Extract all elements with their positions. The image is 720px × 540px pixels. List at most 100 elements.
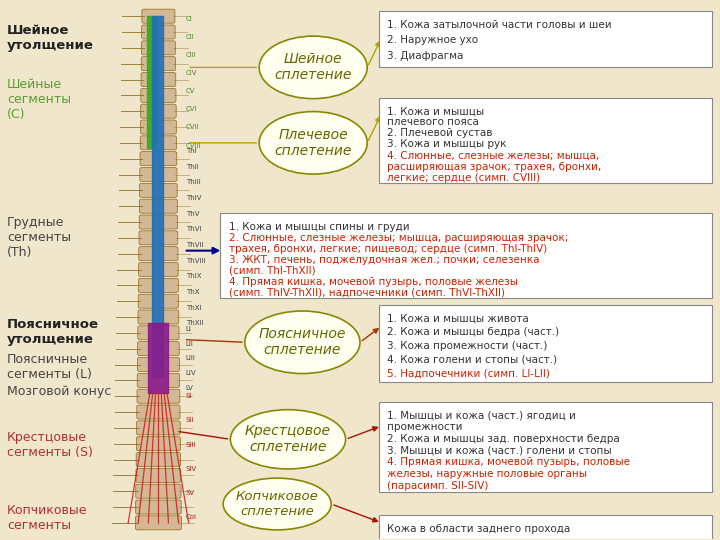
FancyBboxPatch shape [141, 89, 176, 103]
FancyBboxPatch shape [137, 405, 180, 419]
Text: плечевого пояса: плечевого пояса [387, 117, 480, 127]
FancyBboxPatch shape [138, 373, 179, 387]
FancyBboxPatch shape [138, 310, 179, 324]
Text: CVI: CVI [186, 106, 197, 112]
FancyBboxPatch shape [140, 136, 176, 150]
Text: промежности: промежности [387, 422, 463, 433]
Text: железы, наружные половые органы: железы, наружные половые органы [387, 469, 588, 479]
Ellipse shape [259, 112, 367, 174]
Text: Кожа в области заднего прохода: Кожа в области заднего прохода [387, 524, 571, 534]
Text: 3. Кожа и мышцы рук: 3. Кожа и мышцы рук [387, 139, 507, 150]
Ellipse shape [223, 478, 331, 530]
Text: 1. Кожа и мышцы спины и груди: 1. Кожа и мышцы спины и груди [229, 222, 410, 232]
Text: ThVII: ThVII [186, 242, 203, 248]
FancyBboxPatch shape [140, 120, 176, 134]
FancyBboxPatch shape [379, 11, 712, 67]
Text: Шейное
утолщение: Шейное утолщение [7, 24, 94, 52]
Text: Копчиковое
сплетение: Копчиковое сплетение [236, 490, 318, 518]
FancyBboxPatch shape [137, 421, 180, 435]
Text: CVII: CVII [186, 124, 199, 131]
FancyBboxPatch shape [136, 453, 181, 467]
Text: легкие; сердце (симп. CVIII): легкие; сердце (симп. CVIII) [387, 173, 541, 183]
Text: 4. Прямая кишка, мочевой пузырь, половые железы: 4. Прямая кишка, мочевой пузырь, половые… [229, 276, 518, 287]
Text: SIV: SIV [186, 466, 197, 472]
FancyBboxPatch shape [379, 402, 712, 491]
Text: CI: CI [186, 16, 192, 22]
FancyBboxPatch shape [141, 72, 176, 86]
Text: ThII: ThII [186, 164, 199, 170]
Text: Копчиковые
сегменты: Копчиковые сегменты [7, 504, 88, 532]
Text: SII: SII [186, 417, 194, 423]
Text: (парасимп. SII-SIV): (парасимп. SII-SIV) [387, 481, 489, 491]
Text: SI: SI [186, 393, 192, 399]
FancyBboxPatch shape [138, 262, 179, 276]
Text: Крестцовое
сплетение: Крестцовое сплетение [245, 424, 331, 454]
FancyBboxPatch shape [138, 357, 179, 372]
FancyBboxPatch shape [139, 231, 178, 245]
Text: CoI: CoI [186, 515, 197, 521]
Text: Мозговой конус: Мозговой конус [7, 386, 112, 399]
Ellipse shape [259, 36, 367, 99]
FancyBboxPatch shape [138, 278, 179, 292]
Text: 1. Мышцы и кожа (част.) ягодиц и: 1. Мышцы и кожа (част.) ягодиц и [387, 411, 576, 421]
FancyBboxPatch shape [142, 25, 175, 39]
FancyBboxPatch shape [139, 247, 178, 261]
Text: 2. Слюнные, слезные железы; мышца, расширяющая зрачок;: 2. Слюнные, слезные железы; мышца, расши… [229, 233, 568, 243]
FancyBboxPatch shape [138, 326, 179, 340]
Text: 1. Кожа и мышцы живота: 1. Кожа и мышцы живота [387, 314, 529, 323]
Text: расширяющая зрачок; трахея, бронхи,: расширяющая зрачок; трахея, бронхи, [387, 161, 602, 172]
FancyBboxPatch shape [135, 516, 181, 530]
Ellipse shape [230, 410, 346, 469]
Text: (симп. ThIV-ThXII), надпочечники (симп. ThVI-ThXII): (симп. ThIV-ThXII), надпочечники (симп. … [229, 288, 505, 298]
Text: Шейное
сплетение: Шейное сплетение [274, 52, 352, 83]
Text: ThIX: ThIX [186, 273, 202, 279]
Text: CV: CV [186, 88, 195, 94]
Text: CIV: CIV [186, 70, 197, 76]
Text: 1. Кожа затылочной части головы и шеи: 1. Кожа затылочной части головы и шеи [387, 20, 612, 30]
Text: 3. Кожа промежности (част.): 3. Кожа промежности (част.) [387, 341, 548, 351]
Text: Крестцовые
сегменты (S): Крестцовые сегменты (S) [7, 431, 93, 459]
Text: 4. Кожа голени и стопы (част.): 4. Кожа голени и стопы (част.) [387, 355, 557, 365]
FancyBboxPatch shape [379, 98, 712, 183]
FancyBboxPatch shape [135, 500, 181, 514]
Text: ThIII: ThIII [186, 179, 200, 185]
FancyBboxPatch shape [136, 437, 181, 451]
Text: CIII: CIII [186, 52, 197, 58]
FancyBboxPatch shape [140, 104, 176, 118]
Text: 2. Наружное ухо: 2. Наружное ухо [387, 36, 479, 45]
Text: LIII: LIII [186, 355, 196, 361]
FancyBboxPatch shape [141, 57, 176, 71]
Text: ThX: ThX [186, 289, 199, 295]
Text: LV: LV [186, 385, 194, 391]
Text: Грудные
сегменты
(Th): Грудные сегменты (Th) [7, 215, 71, 259]
Text: (симп. ThI-ThXII): (симп. ThI-ThXII) [229, 266, 315, 276]
Text: Поясничные
сегменты (L): Поясничные сегменты (L) [7, 353, 92, 381]
Text: трахея, бронхи, легкие; пищевод; сердце (симп. ThI-ThIV): трахея, бронхи, легкие; пищевод; сердце … [229, 244, 547, 254]
Text: 5. Надпочечники (симп. LI-LII): 5. Надпочечники (симп. LI-LII) [387, 369, 550, 379]
FancyBboxPatch shape [220, 213, 712, 298]
Text: LIV: LIV [186, 370, 197, 376]
FancyBboxPatch shape [137, 389, 180, 403]
FancyBboxPatch shape [136, 484, 181, 498]
FancyBboxPatch shape [139, 215, 178, 229]
Ellipse shape [245, 311, 360, 374]
Text: ThV: ThV [186, 211, 199, 217]
Text: ThXII: ThXII [186, 320, 203, 326]
Text: LII: LII [186, 341, 194, 347]
Text: ThVI: ThVI [186, 226, 202, 232]
Text: LI: LI [186, 326, 192, 332]
FancyBboxPatch shape [140, 152, 177, 166]
Text: ThVIII: ThVIII [186, 258, 205, 264]
FancyBboxPatch shape [140, 167, 177, 181]
FancyBboxPatch shape [138, 294, 179, 308]
Text: 2. Кожа и мышцы зад. поверхности бедра: 2. Кожа и мышцы зад. поверхности бедра [387, 434, 620, 444]
Text: Поясничное
сплетение: Поясничное сплетение [258, 327, 346, 357]
Text: Шейные
сегменты
(С): Шейные сегменты (С) [7, 78, 71, 121]
FancyBboxPatch shape [142, 9, 175, 23]
Text: 3. Мышцы и кожа (част.) голени и стопы: 3. Мышцы и кожа (част.) голени и стопы [387, 446, 612, 456]
FancyBboxPatch shape [136, 468, 181, 482]
Text: 4. Слюнные, слезные железы; мышца,: 4. Слюнные, слезные железы; мышца, [387, 151, 600, 160]
Text: ThIV: ThIV [186, 195, 202, 201]
Text: CII: CII [186, 34, 194, 40]
Text: Плечевое
сплетение: Плечевое сплетение [274, 128, 352, 158]
